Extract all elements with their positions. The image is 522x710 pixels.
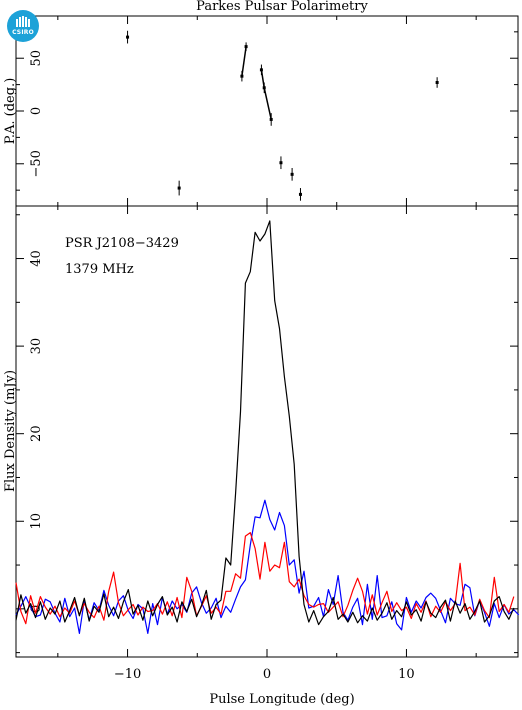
pa-points bbox=[126, 30, 439, 201]
pa-point bbox=[279, 161, 283, 165]
pa-panel: −50 0 50 P.A. (deg.) bbox=[3, 15, 519, 207]
pa-fit-line bbox=[241, 46, 247, 77]
pa-point bbox=[298, 192, 302, 196]
linear-flux-line bbox=[15, 532, 515, 625]
x-tick-label: −10 bbox=[114, 667, 141, 682]
pa-y-ticks: −50 0 50 bbox=[16, 31, 518, 191]
pa-y-axis-label: P.A. (deg.) bbox=[3, 78, 18, 145]
x-axis-label: Pulse Longitude (deg) bbox=[209, 692, 354, 707]
pa-point bbox=[435, 81, 439, 84]
pa-point bbox=[240, 74, 244, 78]
pa-fit-lines bbox=[241, 46, 272, 120]
flux-series bbox=[15, 220, 520, 634]
x-tick-label: 0 bbox=[263, 667, 271, 682]
pa-point bbox=[244, 45, 248, 49]
pa-fit-line bbox=[260, 69, 272, 120]
total-flux-line bbox=[15, 220, 515, 626]
flux-panel: 0 10 20 30 40 −10 0 10 PSR J2108−3429 1379 MHz… bbox=[3, 205, 520, 707]
frequency-annotation: 1379 MHz bbox=[65, 262, 134, 277]
flux-y-tick-label: 10 bbox=[29, 513, 44, 530]
csiro-logo: CSIRO bbox=[7, 10, 39, 42]
flux-y-tick-label: 30 bbox=[29, 338, 44, 355]
pa-y-tick-label: 50 bbox=[29, 50, 44, 67]
flux-y-tick-label: 20 bbox=[29, 425, 44, 442]
pa-point bbox=[259, 68, 263, 72]
flux-y-axis-label: Flux Density (mJy) bbox=[3, 370, 18, 492]
csiro-logo-text: CSIRO bbox=[12, 29, 34, 36]
pa-y-tick-label: 0 bbox=[29, 107, 44, 115]
pa-point bbox=[269, 117, 273, 121]
csiro-logo-icon bbox=[16, 16, 30, 27]
chart-title: Parkes Pulsar Polarimetry bbox=[196, 0, 368, 14]
flux-y-tick-label: 40 bbox=[29, 250, 44, 267]
pa-y-tick-label: −50 bbox=[29, 150, 44, 177]
pa-point bbox=[126, 35, 130, 39]
x-tick-label: 10 bbox=[398, 667, 415, 682]
pa-point bbox=[262, 86, 266, 90]
pa-panel-frame bbox=[15, 15, 519, 207]
pa-x-ticks bbox=[57, 16, 477, 206]
flux-x-ticks: −10 0 10 bbox=[57, 206, 477, 682]
pa-point bbox=[290, 172, 294, 176]
psr-name-annotation: PSR J2108−3429 bbox=[65, 236, 179, 251]
pa-point bbox=[177, 186, 181, 190]
